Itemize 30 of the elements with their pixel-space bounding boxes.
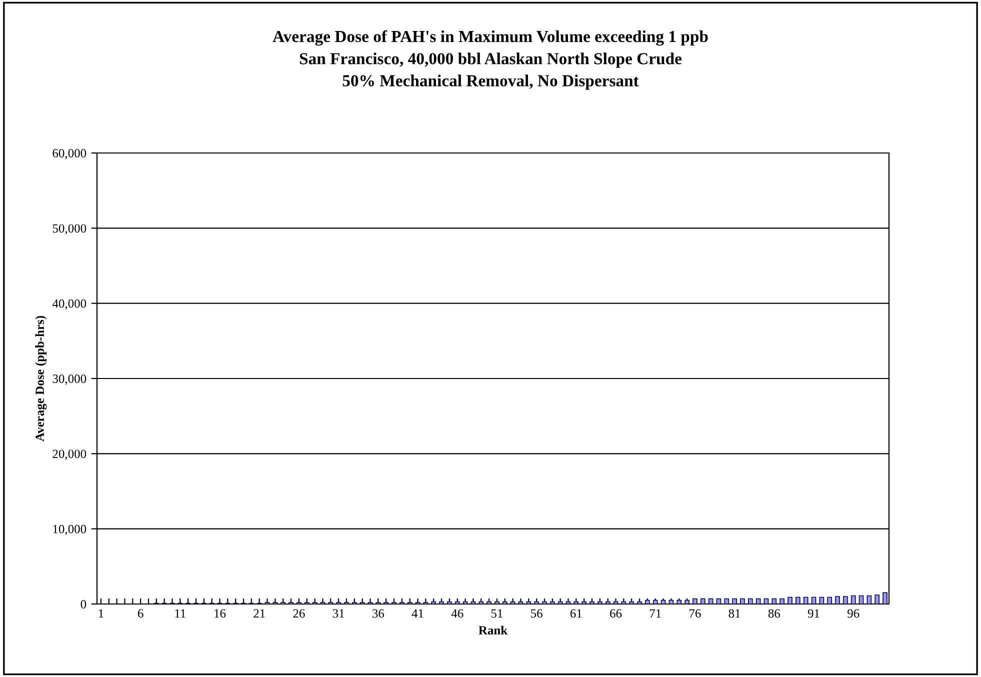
x-tick-label: 1 [98, 609, 104, 618]
x-tick-label: 6 [138, 609, 144, 618]
x-tick-label: 16 [214, 609, 226, 618]
x-tick-label: 41 [412, 609, 424, 618]
y-tick-label: 20,000 [52, 450, 86, 460]
x-tick-label: 76 [690, 609, 701, 618]
x-tick-label: 46 [451, 609, 464, 618]
y-tick-label: 10,000 [53, 524, 86, 536]
x-axis-title: Rank [478, 626, 508, 635]
x-tick-label: 21 [254, 609, 265, 618]
y-tick-label: 50,000 [52, 224, 86, 234]
x-tick-label: 51 [491, 609, 502, 618]
y-tick-label: 60,000 [52, 149, 86, 160]
y-tick-label: 40,000 [52, 299, 86, 310]
x-tick-label: 71 [650, 609, 661, 618]
y-tick-label: 30,000 [52, 374, 86, 385]
x-tick-label: 31 [332, 609, 344, 618]
x-tick-label: 56 [531, 609, 542, 618]
x-tick-label: 91 [808, 609, 820, 618]
x-tick-label: 81 [728, 609, 740, 618]
x-tick-label: 26 [293, 609, 305, 618]
x-tick-label: 11 [175, 609, 186, 618]
x-tick-label: 36 [372, 609, 384, 618]
chart-title: Average Dose of PAH's in Maximum Volume exceeding 1 ppb San Francisco, 40,000 bbl Alaskan North Slope Crude 50% Mechanical Removal, No Dispersant [272, 30, 708, 90]
y-tick-label: 0 [80, 600, 86, 608]
x-tick-label: 86 [768, 609, 780, 618]
x-tick-label: 96 [848, 609, 860, 618]
y-axis-title: Average Dose (ppb-hrs) [35, 316, 47, 442]
x-tick-label: 61 [570, 609, 582, 618]
x-tick-label: 66 [610, 609, 622, 618]
